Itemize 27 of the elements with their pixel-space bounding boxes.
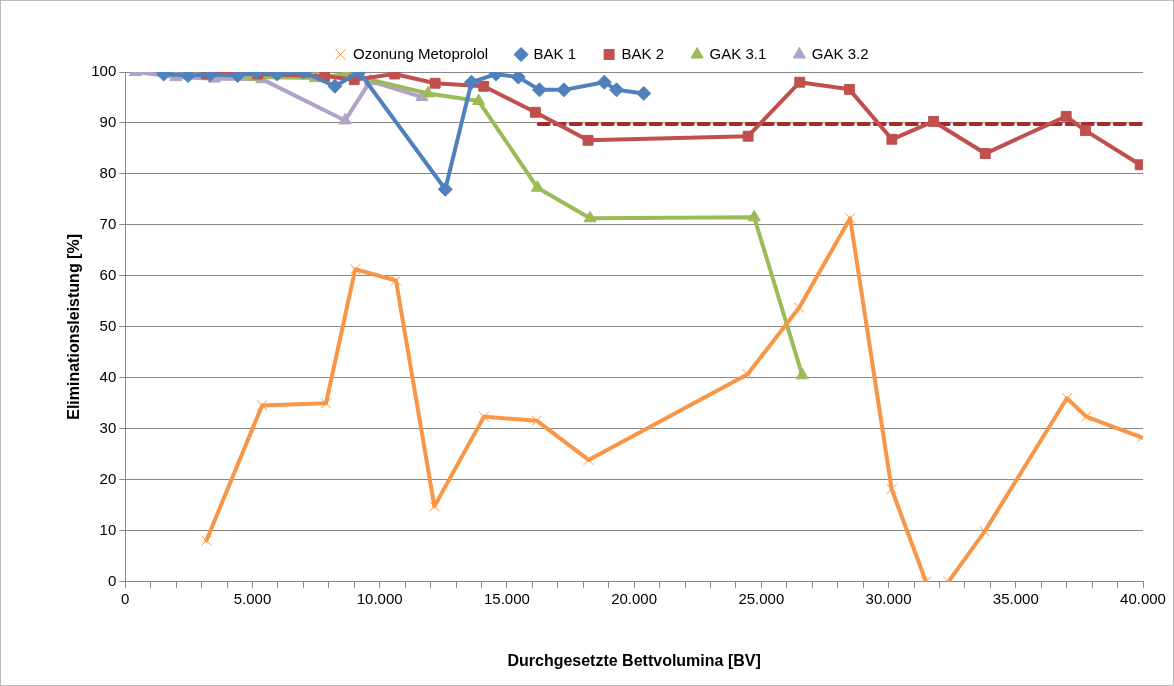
x-tick-label: 25.000 bbox=[738, 589, 785, 607]
x-tick-label: 0 bbox=[121, 589, 130, 607]
legend-label: BAK 1 bbox=[533, 44, 577, 62]
y-tick-label: 10 bbox=[99, 520, 117, 538]
x-tick-label: 15.000 bbox=[483, 589, 530, 607]
x-tick-label: 10.000 bbox=[356, 589, 403, 607]
y-tick-label: 40 bbox=[99, 368, 117, 386]
x-axis-title: Durchgesetzte Bettvolumina [BV] bbox=[507, 651, 761, 669]
y-tick-label: 0 bbox=[107, 571, 117, 589]
x-tick-label: 20.000 bbox=[611, 589, 658, 607]
x-tick-label: 30.000 bbox=[865, 589, 912, 607]
y-tick-label: 70 bbox=[99, 215, 117, 233]
y-tick-label: 80 bbox=[99, 164, 117, 182]
y-axis-title: Eliminationsleistung [%] bbox=[65, 234, 83, 420]
y-tick-label: 60 bbox=[99, 266, 117, 284]
y-tick-label: 50 bbox=[99, 317, 117, 335]
x-tick-label: 40.000 bbox=[1120, 589, 1166, 607]
legend-label: GAK 3.2 bbox=[811, 44, 869, 62]
y-tick-label: 90 bbox=[99, 113, 117, 131]
legend-label: GAK 3.1 bbox=[709, 44, 767, 62]
legend-label: Ozonung Metoprolol bbox=[352, 44, 489, 62]
y-tick-label: 100 bbox=[91, 62, 117, 80]
y-tick-label: 30 bbox=[99, 419, 117, 436]
x-tick-label: 5.000 bbox=[233, 589, 272, 607]
x-tick-label: 35.000 bbox=[992, 589, 1039, 607]
legend-label: BAK 2 bbox=[621, 44, 665, 62]
y-tick-label: 20 bbox=[99, 469, 117, 487]
